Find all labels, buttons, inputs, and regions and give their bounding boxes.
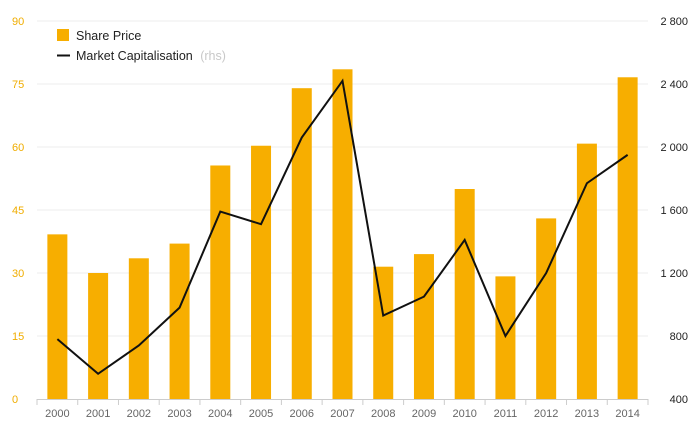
legend-label-market-cap-suffix: (rhs): [200, 49, 226, 63]
x-tick-label: 2008: [371, 408, 395, 420]
legend-label-market-cap-name: Market Capitalisation: [76, 49, 193, 63]
y-left-tick-label: 45: [12, 205, 24, 217]
x-tick-label: 2004: [208, 408, 232, 420]
market-cap-line: [56, 78, 629, 376]
x-tick-label: 2011: [494, 408, 518, 420]
x-tick-label: 2006: [290, 408, 314, 420]
x-tick-label: 2005: [249, 408, 273, 420]
y-left-tick-label: 90: [12, 16, 24, 28]
y-left-tick-label: 60: [12, 142, 24, 154]
x-tick-label: 2014: [615, 408, 639, 420]
y-right-tick-label: 1 200: [660, 268, 688, 280]
legend: Share Price Market Capitalisation (rhs): [57, 29, 226, 63]
bar-share-price: [251, 145, 272, 399]
bar-share-price: [291, 88, 312, 399]
y-right-tick-label: 2 000: [660, 142, 688, 154]
y-right-tick-label: 400: [670, 394, 688, 406]
bar-share-price: [454, 189, 475, 399]
legend-label-market-cap: Market Capitalisation (rhs): [76, 49, 226, 63]
x-tick-label: 2000: [45, 408, 69, 420]
y-left-tick-label: 15: [12, 331, 24, 343]
bar-share-price: [413, 254, 434, 399]
y-right-tick-label: 2 800: [660, 16, 688, 28]
bar-share-price: [576, 143, 597, 399]
x-tick-label: 2007: [330, 408, 354, 420]
bar-share-price: [332, 69, 353, 400]
y-right-tick-label: 2 400: [660, 79, 688, 91]
bar-share-price: [47, 234, 68, 399]
bar-share-price: [128, 258, 149, 399]
y-left-tick-label: 75: [12, 79, 24, 91]
bar-share-price: [169, 243, 190, 399]
legend-label-share-price: Share Price: [76, 29, 141, 43]
share-price-bars: [47, 69, 638, 400]
bar-share-price: [617, 77, 638, 399]
x-tick-label: 2003: [167, 408, 191, 420]
y-right-tick-label: 1 600: [660, 205, 688, 217]
y-left-tick-label: 30: [12, 268, 24, 280]
x-tick-label: 2009: [412, 408, 436, 420]
bar-share-price: [210, 165, 231, 399]
x-tick-label: 2010: [452, 408, 476, 420]
x-tick-label: 2002: [127, 408, 151, 420]
y-right-tick-label: 800: [670, 331, 688, 343]
bar-share-price: [373, 266, 394, 399]
bar-share-price: [536, 218, 557, 399]
y-left-tick-label: 0: [12, 394, 18, 406]
legend-swatch-share-price: [57, 29, 69, 41]
x-tick-label: 2001: [86, 408, 110, 420]
x-tick-label: 2012: [534, 408, 558, 420]
line-market-capitalisation: [56, 78, 629, 376]
bar-share-price: [88, 273, 109, 399]
x-tick-label: 2013: [575, 408, 599, 420]
axes: 0 400 15 800 30 1 200 45 1 600 60 2 000 75 2 400 90 2…: [12, 16, 688, 420]
